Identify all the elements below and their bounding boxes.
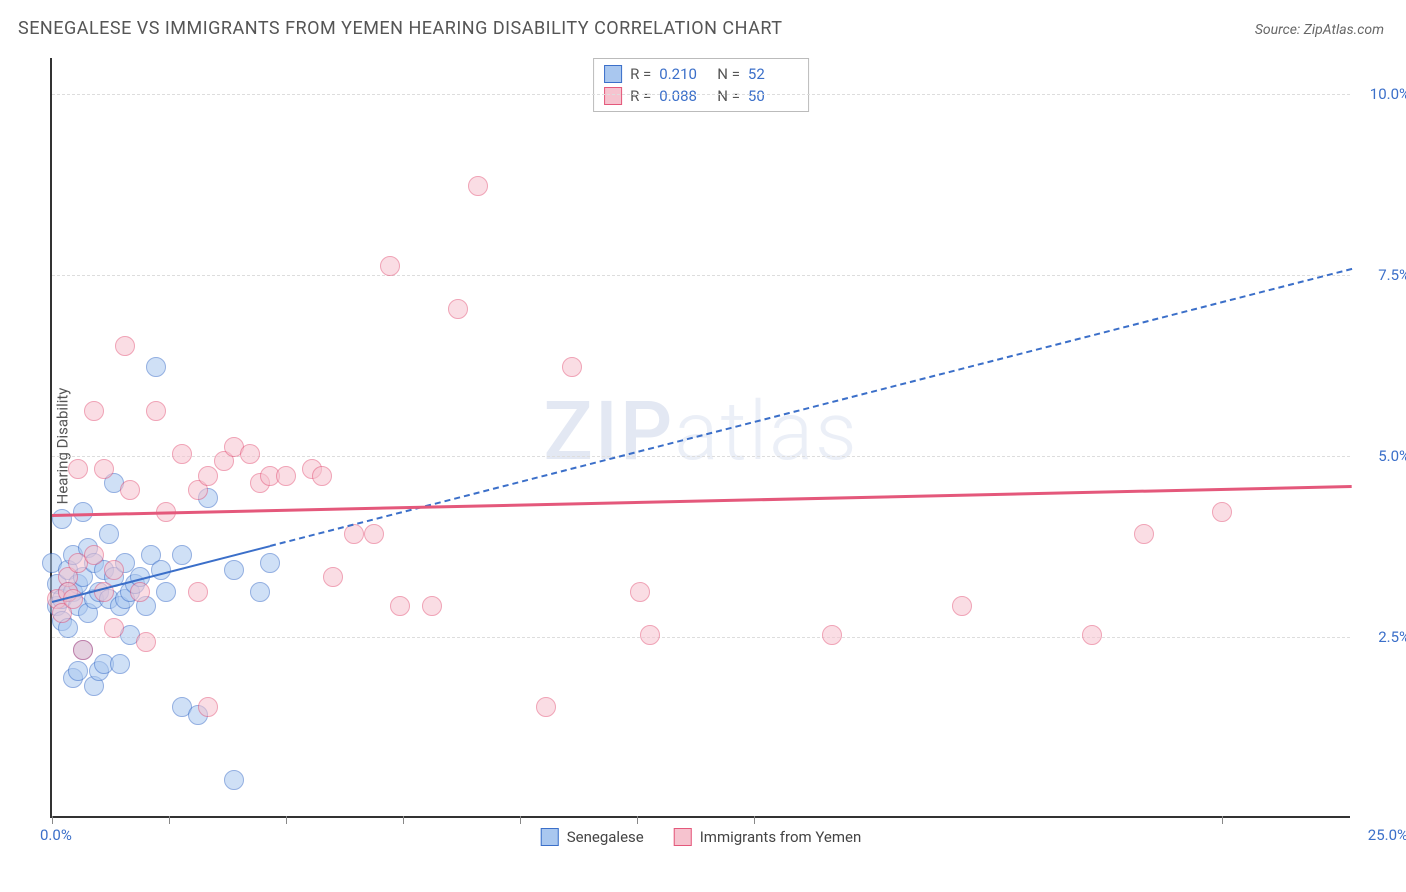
gridline <box>52 637 1350 638</box>
data-point <box>390 596 410 616</box>
data-point <box>84 545 104 565</box>
data-point <box>130 582 150 602</box>
legend-row: R = 0.088 N = 50 <box>604 85 798 107</box>
gridline <box>52 275 1350 276</box>
data-point <box>156 582 176 602</box>
data-point <box>68 459 88 479</box>
data-point <box>630 582 650 602</box>
legend-row: R = 0.210 N = 52 <box>604 63 798 85</box>
data-point <box>364 524 384 544</box>
watermark: ZIPatlas <box>543 384 858 480</box>
legend-r-value: 0.088 <box>659 87 709 105</box>
legend-n-label: N = <box>717 65 740 83</box>
data-point <box>136 632 156 652</box>
data-point <box>84 401 104 421</box>
data-point <box>172 545 192 565</box>
legend-label: Immigrants from Yemen <box>700 828 862 846</box>
data-point <box>640 625 660 645</box>
data-point <box>562 357 582 377</box>
legend-item: Immigrants from Yemen <box>674 828 862 846</box>
y-tick-label: 7.5% <box>1378 266 1406 284</box>
legend-n-value: 52 <box>748 65 798 83</box>
data-point <box>110 654 130 674</box>
data-point <box>822 625 842 645</box>
data-point <box>104 560 124 580</box>
data-point <box>260 553 280 573</box>
legend-n-value: 50 <box>748 87 798 105</box>
watermark-atlas: atlas <box>674 384 858 480</box>
data-point <box>224 560 244 580</box>
legend-label: Senegalese <box>567 828 644 846</box>
legend-r-value: 0.210 <box>659 65 709 83</box>
gridline <box>52 94 1350 95</box>
data-point <box>312 466 332 486</box>
source-label: Source: ZipAtlas.com <box>1255 22 1384 38</box>
legend-series: Senegalese Immigrants from Yemen <box>541 828 862 846</box>
legend-swatch <box>604 65 622 83</box>
data-point <box>151 560 171 580</box>
y-tick-label: 10.0% <box>1370 85 1406 103</box>
x-tick <box>403 816 404 824</box>
data-point <box>115 336 135 356</box>
data-point <box>250 582 270 602</box>
data-point <box>99 524 119 544</box>
x-tick <box>1222 816 1223 824</box>
x-tick <box>520 816 521 824</box>
data-point <box>146 357 166 377</box>
data-point <box>952 596 972 616</box>
legend-swatch <box>674 828 692 846</box>
x-tick <box>52 816 53 824</box>
legend-item: Senegalese <box>541 828 644 846</box>
watermark-zip: ZIP <box>543 384 674 480</box>
legend-swatch <box>604 87 622 105</box>
x-axis-max-label: 25.0% <box>1368 826 1406 844</box>
data-point <box>172 444 192 464</box>
legend-swatch <box>541 828 559 846</box>
data-point <box>240 444 260 464</box>
data-point <box>323 567 343 587</box>
data-point <box>146 401 166 421</box>
x-tick <box>169 816 170 824</box>
data-point <box>276 466 296 486</box>
data-point <box>448 299 468 319</box>
data-point <box>198 466 218 486</box>
data-point <box>1212 502 1232 522</box>
legend-r-label: R = <box>630 65 651 83</box>
legend-r-label: R = <box>630 87 651 105</box>
x-tick <box>754 816 755 824</box>
data-point <box>104 618 124 638</box>
data-point <box>224 770 244 790</box>
data-point <box>94 459 114 479</box>
data-point <box>198 697 218 717</box>
data-point <box>1134 524 1154 544</box>
data-point <box>188 582 208 602</box>
data-point <box>468 176 488 196</box>
chart-title: SENEGALESE VS IMMIGRANTS FROM YEMEN HEAR… <box>18 18 782 39</box>
data-point <box>52 509 72 529</box>
y-tick-label: 2.5% <box>1378 628 1406 646</box>
data-point <box>120 480 140 500</box>
plot-area: ZIPatlas R =0.210N =52R =0.088N =50 Sene… <box>50 58 1350 818</box>
data-point <box>380 256 400 276</box>
data-point <box>1082 625 1102 645</box>
data-point <box>536 697 556 717</box>
legend-n-label: N = <box>717 87 740 105</box>
x-tick <box>286 816 287 824</box>
x-axis-min-label: 0.0% <box>40 826 72 844</box>
legend-correlation: R = 0.210 N = 52 R = 0.088 N = 50 <box>593 58 809 112</box>
data-point <box>73 640 93 660</box>
y-tick-label: 5.0% <box>1378 447 1406 465</box>
data-point <box>73 502 93 522</box>
x-tick <box>637 816 638 824</box>
trend-line <box>52 485 1352 517</box>
data-point <box>422 596 442 616</box>
